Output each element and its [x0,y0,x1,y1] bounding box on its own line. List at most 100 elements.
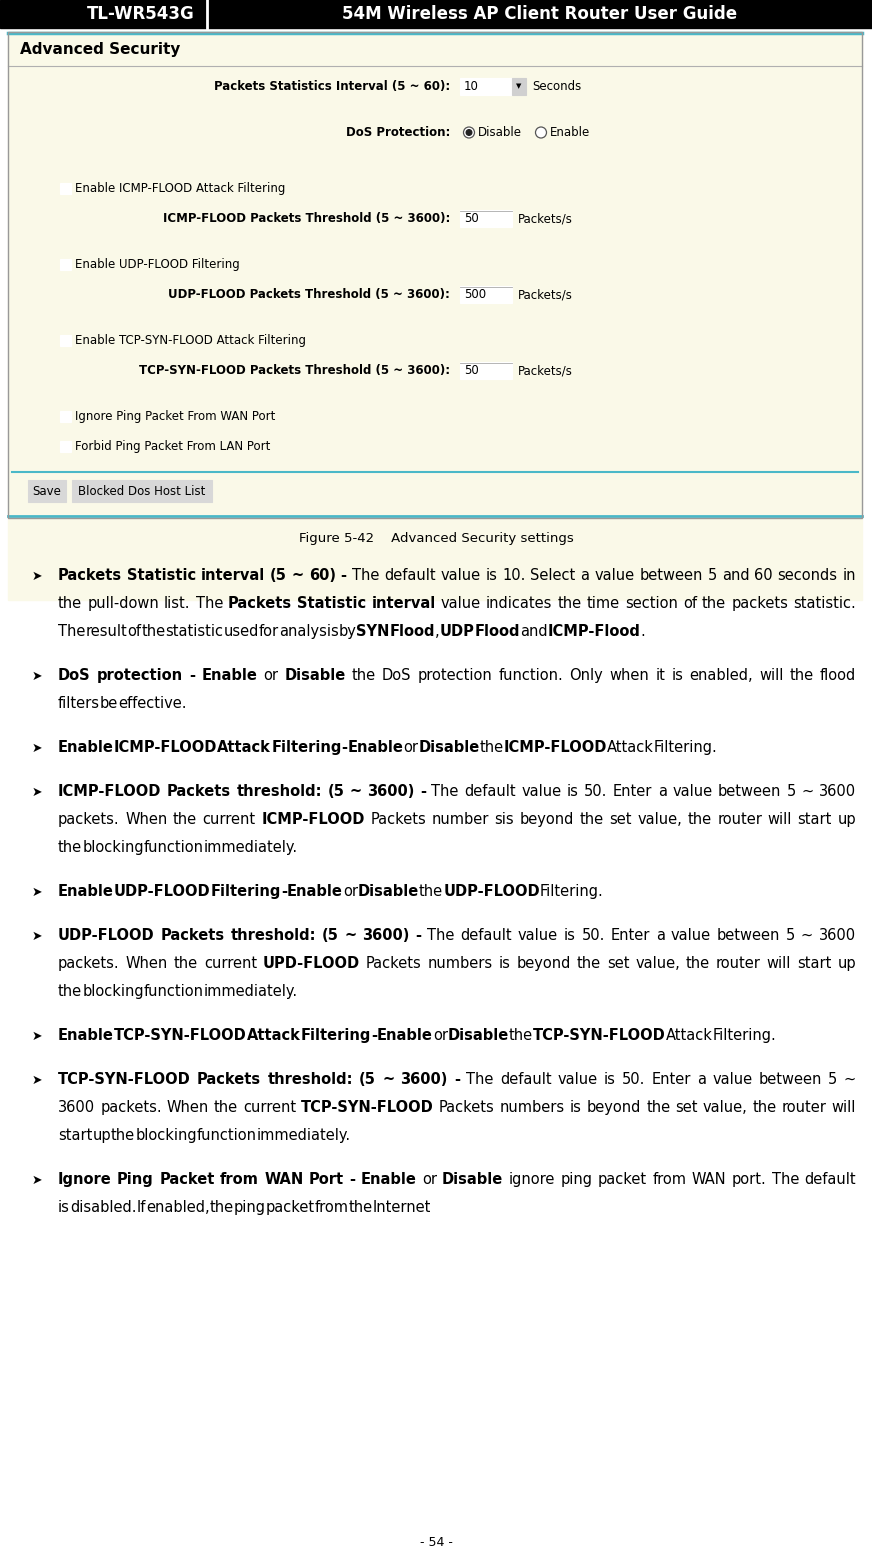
Bar [60,335,71,346]
Text: WAN: WAN [264,1172,303,1187]
Text: statistic.: statistic. [794,597,856,611]
Text: packets.: packets. [58,957,119,971]
Text: 3600): 3600) [367,784,414,799]
Text: (5: (5 [359,1072,376,1087]
Text: current: current [243,1100,296,1116]
Text: the: the [480,740,504,756]
Text: when: when [610,668,649,682]
Text: beyond: beyond [587,1100,641,1116]
Text: -: - [420,784,426,799]
Text: the: the [111,1128,135,1144]
Text: Packets/s: Packets/s [518,288,573,301]
Text: Packets: Packets [228,597,292,611]
Text: Packets: Packets [58,569,122,583]
Text: Attack: Attack [666,1028,712,1042]
Text: ➤: ➤ [32,887,43,899]
Text: The: The [427,929,454,943]
Text: Filtering: Filtering [301,1028,371,1042]
Text: Disable: Disable [478,126,522,139]
Text: ➤: ➤ [32,1175,43,1187]
Text: the: the [58,840,82,855]
Text: -: - [189,668,195,682]
Bar [28,480,66,502]
Text: The: The [432,784,459,799]
Text: packet: packet [265,1200,315,1215]
Text: value: value [518,929,558,943]
Bar [72,480,212,502]
Text: ➤: ➤ [32,1073,43,1087]
Text: Disable: Disable [358,883,419,899]
Text: Attack: Attack [247,1028,301,1042]
Text: ▼: ▼ [516,84,521,89]
Text: -: - [281,883,287,899]
Text: beyond: beyond [520,812,574,827]
Text: Packets/s: Packets/s [518,365,573,377]
Text: 3600: 3600 [819,929,856,943]
Text: ~: ~ [344,929,357,943]
Text: will: will [759,668,783,682]
Text: value: value [595,569,635,583]
Text: ,: , [435,625,439,639]
Text: the: the [687,812,712,827]
Bar [460,361,512,379]
Text: or: or [433,1028,447,1042]
Text: Forbid Ping Packet From LAN Port: Forbid Ping Packet From LAN Port [75,439,270,452]
Text: start: start [797,957,831,971]
Text: Packets: Packets [371,812,426,827]
Text: a: a [657,784,667,799]
Text: 10: 10 [464,79,479,93]
Text: ~: ~ [292,569,304,583]
Text: ➤: ➤ [32,570,43,583]
Text: filters: filters [58,696,100,710]
Text: 3600: 3600 [819,784,856,799]
Circle shape [464,128,474,139]
Bar [60,182,71,193]
Text: ~: ~ [844,1072,856,1087]
Bar [460,287,512,302]
Text: Save: Save [32,485,61,497]
Text: Attack: Attack [217,740,271,756]
Text: the: the [753,1100,777,1116]
Text: the: the [419,883,443,899]
Text: result: result [85,625,127,639]
Text: or: or [263,668,278,682]
Text: immediately.: immediately. [256,1128,351,1144]
Bar [8,33,862,600]
Text: seconds: seconds [778,569,838,583]
Text: statistic: statistic [166,625,223,639]
Text: the: the [141,625,166,639]
Text: Filtering.: Filtering. [712,1028,776,1042]
Text: Only: Only [569,668,603,682]
Text: Ignore: Ignore [58,1172,112,1187]
Text: the: the [686,957,710,971]
Text: 50: 50 [464,365,479,377]
Text: will: will [767,812,792,827]
Text: effective.: effective. [119,696,187,710]
Text: 60: 60 [754,569,773,583]
Text: TCP-SYN-FLOOD: TCP-SYN-FLOOD [58,1072,191,1087]
Circle shape [535,128,547,139]
Text: Enter: Enter [610,929,650,943]
Text: Filtering.: Filtering. [654,740,718,756]
Text: function.: function. [499,668,563,682]
Text: indicates: indicates [486,597,553,611]
Text: Enable: Enable [348,740,404,756]
Text: Enable: Enable [377,1028,433,1042]
Text: is: is [570,1100,582,1116]
Text: -: - [454,1072,460,1087]
Text: blocking: blocking [135,1128,197,1144]
Text: set: set [675,1100,698,1116]
Text: Attack: Attack [607,740,654,756]
Bar [460,210,512,227]
Text: of: of [683,597,697,611]
Text: immediately.: immediately. [204,985,298,999]
Text: Packets: Packets [160,929,225,943]
Text: interval: interval [371,597,436,611]
Circle shape [467,129,472,136]
Text: the: the [174,957,198,971]
Text: ICMP-FLOOD Packets Threshold (5 ~ 3600):: ICMP-FLOOD Packets Threshold (5 ~ 3600): [162,212,450,224]
Text: 50.: 50. [622,1072,645,1087]
Text: threshold:: threshold: [230,929,316,943]
Text: Internet: Internet [372,1200,431,1215]
Text: -: - [342,740,348,756]
